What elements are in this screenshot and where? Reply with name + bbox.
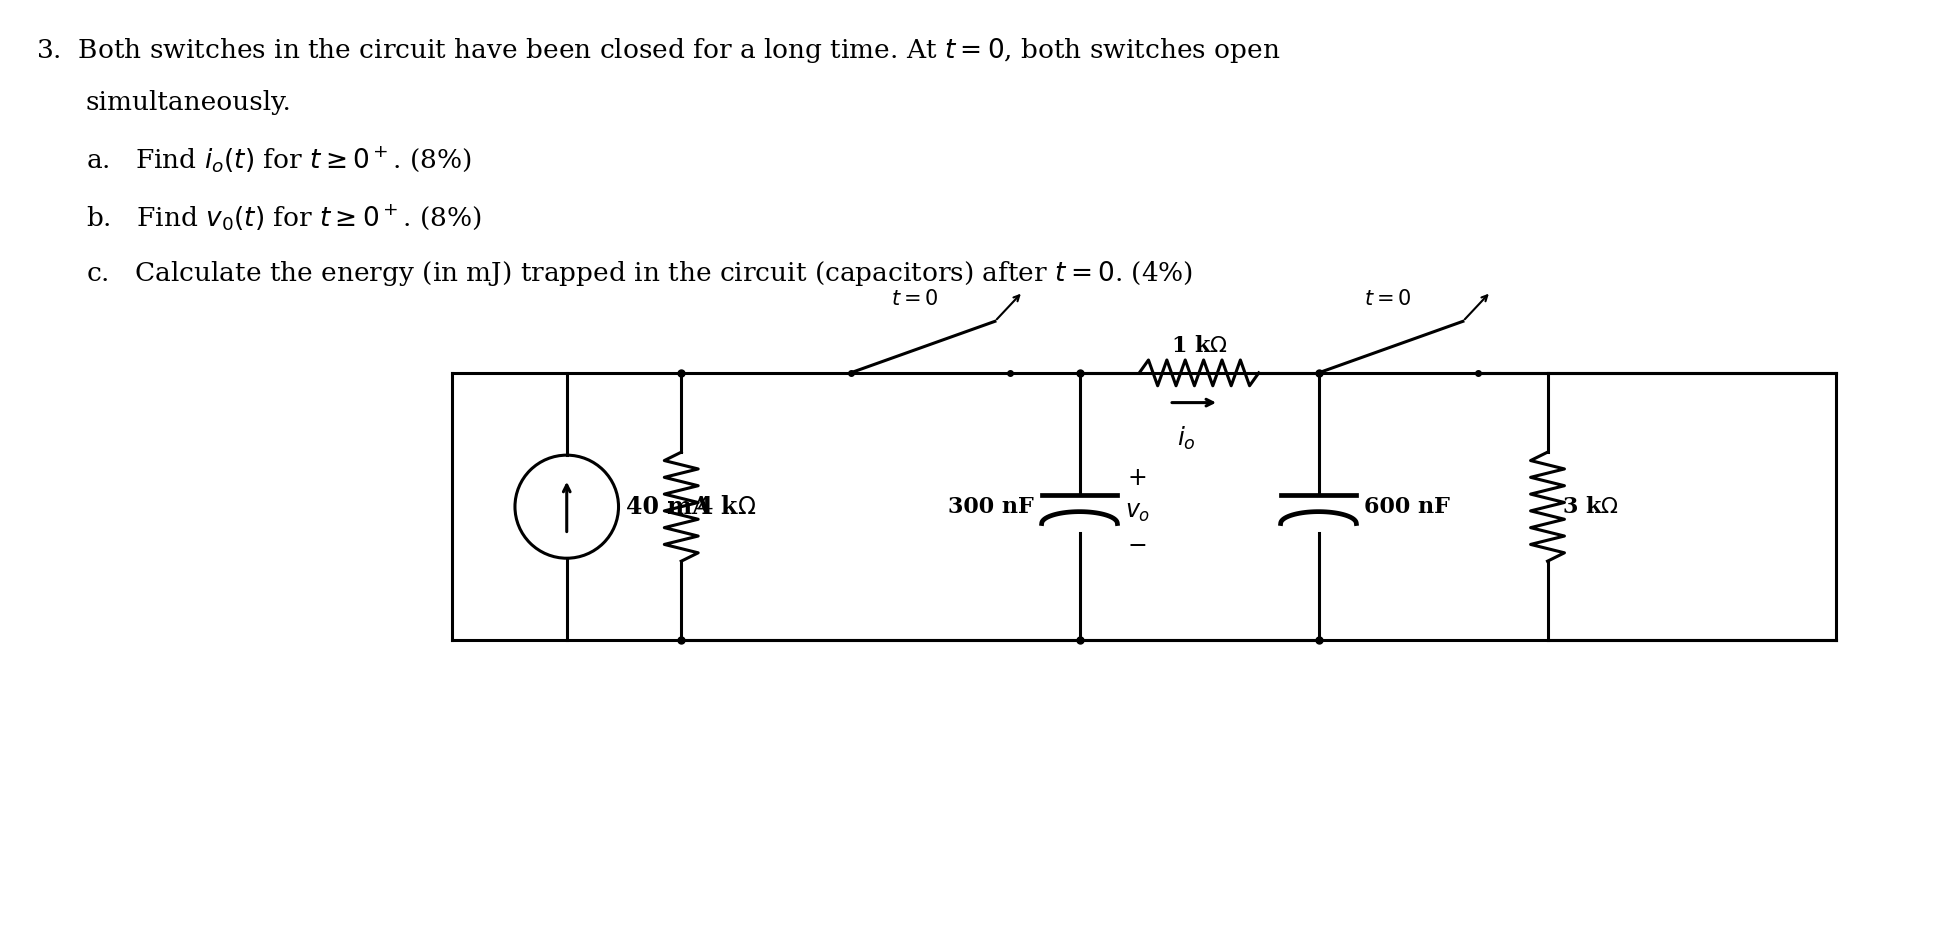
Text: $t = 0$: $t = 0$ <box>891 289 940 309</box>
Text: 600 nF: 600 nF <box>1365 495 1451 518</box>
Text: 4 k$\Omega$: 4 k$\Omega$ <box>695 495 755 519</box>
Text: 1 k$\Omega$: 1 k$\Omega$ <box>1171 335 1227 357</box>
Text: $i_o$: $i_o$ <box>1177 425 1196 451</box>
Text: $+$: $+$ <box>1126 467 1146 490</box>
Text: $t = 0$: $t = 0$ <box>1365 289 1412 309</box>
Text: 3.  Both switches in the circuit have been closed for a long time. At $t = 0$, b: 3. Both switches in the circuit have bee… <box>37 36 1280 65</box>
Text: c.   Calculate the energy (in mJ) trapped in the circuit (capacitors) after $t =: c. Calculate the energy (in mJ) trapped … <box>85 259 1192 288</box>
Text: simultaneously.: simultaneously. <box>85 90 291 116</box>
Text: 3 k$\Omega$: 3 k$\Omega$ <box>1563 495 1620 518</box>
Text: $v_o$: $v_o$ <box>1124 499 1152 524</box>
Text: a.   Find $i_o(t)$ for $t \geq 0^+$. (8%): a. Find $i_o(t)$ for $t \geq 0^+$. (8%) <box>85 145 472 175</box>
Text: 40 mA: 40 mA <box>627 495 711 519</box>
Text: $-$: $-$ <box>1126 533 1146 557</box>
Text: 300 nF: 300 nF <box>948 495 1033 518</box>
Text: b.   Find $v_0(t)$ for $t \geq 0^+$. (8%): b. Find $v_0(t)$ for $t \geq 0^+$. (8%) <box>85 203 482 233</box>
